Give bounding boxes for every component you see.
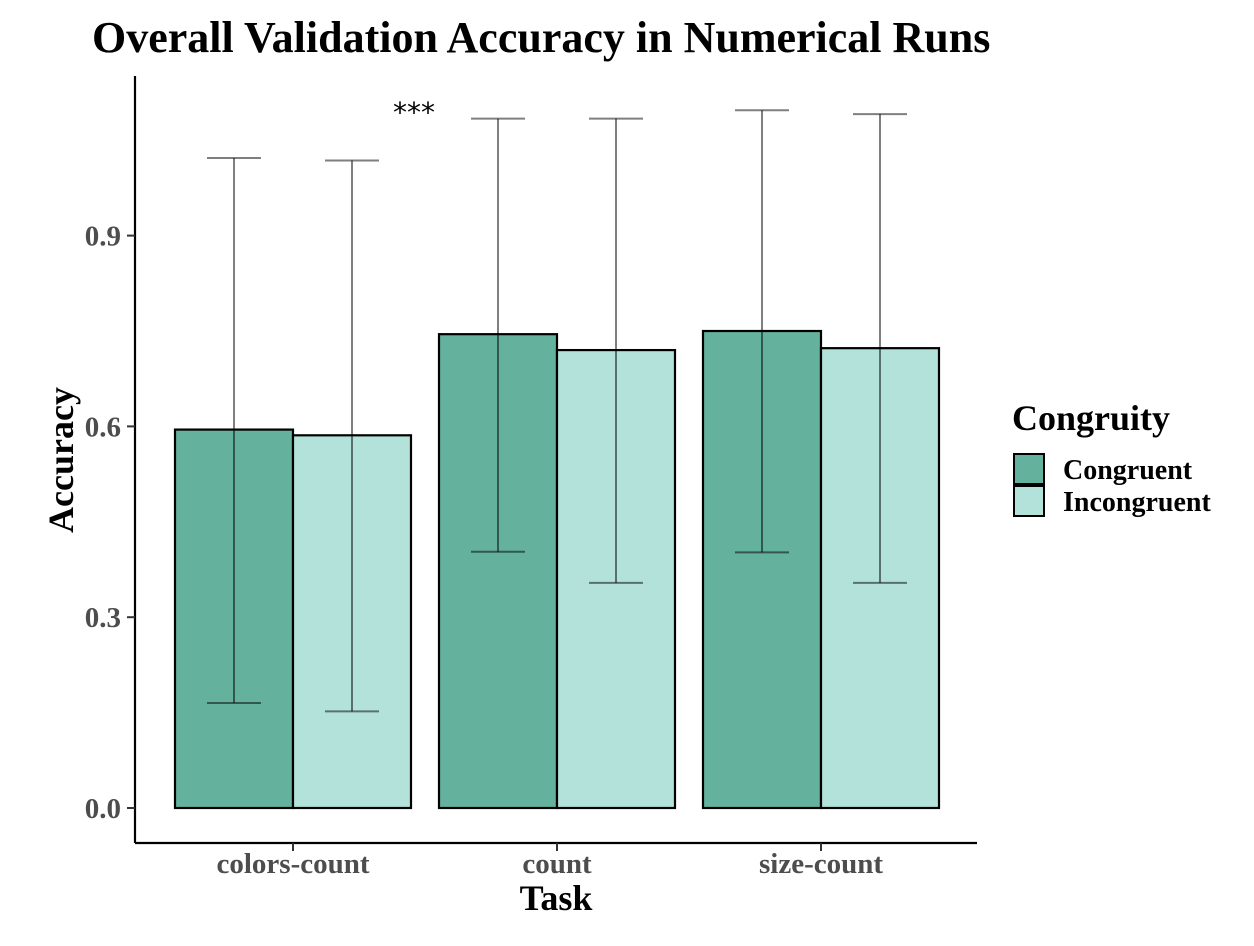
- error-bar-colors-count-congruent: [207, 157, 261, 705]
- significance-annotation: ***: [393, 96, 435, 129]
- y-tick-label: 0.3: [85, 602, 121, 634]
- x-axis-title: Task: [520, 878, 593, 918]
- legend-label: Congruent: [1063, 455, 1193, 486]
- y-tick-label: 0.6: [85, 411, 121, 443]
- x-tick-label: count: [522, 848, 592, 880]
- y-axis-ticks: 0.0 0.3 0.6 0.9: [85, 221, 135, 825]
- y-axis-title: Accuracy: [41, 387, 81, 533]
- y-tick-label: 0.9: [85, 221, 121, 253]
- chart-title: Overall Validation Accuracy in Numerical…: [92, 13, 990, 62]
- legend-swatch: [1013, 485, 1045, 517]
- error-bar-count-incongruent: [589, 117, 643, 584]
- x-axis-ticks: colors-count count size-count: [216, 843, 883, 880]
- y-tick-label: 0.0: [85, 793, 121, 825]
- legend-swatch: [1013, 453, 1045, 485]
- plot-area: [173, 329, 941, 810]
- error-bar-size-count-incongruent: [853, 113, 907, 584]
- error-bar-size-count-congruent: [735, 109, 789, 554]
- annotations: ***: [393, 96, 435, 129]
- legend-item-incongruent: Incongruent: [1013, 485, 1211, 518]
- error-bar-count-congruent: [471, 117, 525, 553]
- x-tick-label: colors-count: [216, 848, 369, 880]
- legend-label: Incongruent: [1063, 487, 1211, 518]
- legend-title: Congruity: [1012, 398, 1170, 438]
- legend-item-congruent: Congruent: [1013, 453, 1193, 486]
- error-bars: [207, 109, 907, 713]
- error-bar-colors-count-incongruent: [325, 159, 379, 713]
- x-tick-label: size-count: [759, 848, 883, 880]
